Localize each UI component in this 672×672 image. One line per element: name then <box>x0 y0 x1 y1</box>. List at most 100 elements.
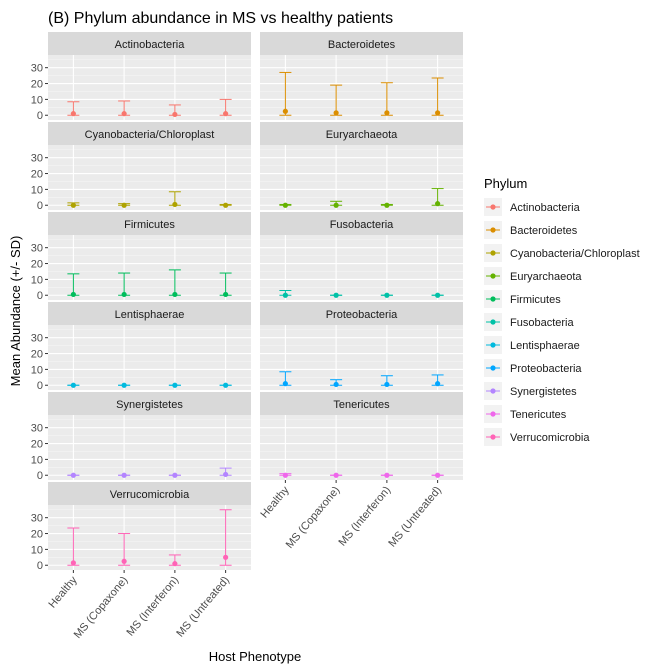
y-tick-label: 20 <box>31 529 43 541</box>
legend-key-point <box>490 365 496 371</box>
mean-point <box>121 472 127 478</box>
panel-background <box>260 415 463 480</box>
legend: Phylum Actinobacteria Bacteroidetes Cyanob… <box>482 176 664 450</box>
legend-item-tenericutes: Tenericutes <box>484 405 567 423</box>
strip-label-lentisphaerae: Lentisphaerae <box>115 309 185 321</box>
y-tick-label: 10 <box>31 274 43 286</box>
legend-label: Synergistetes <box>510 386 577 398</box>
strip-label-fusobacteria: Fusobacteria <box>330 219 394 231</box>
mean-point <box>70 202 76 208</box>
panel-background <box>48 55 251 120</box>
legend-label: Verrucomicrobia <box>510 432 590 444</box>
mean-point <box>223 202 229 208</box>
mean-point <box>70 291 76 298</box>
mean-point <box>333 110 339 116</box>
y-tick-label: 10 <box>31 364 43 376</box>
mean-point <box>223 554 229 560</box>
y-tick-label: 0 <box>37 290 43 302</box>
legend-key-point <box>490 204 496 210</box>
mean-point <box>333 292 339 298</box>
panel-background <box>48 235 251 300</box>
y-axis-title: Mean Abundance (+/- SD) <box>8 236 23 387</box>
x-axis-title: Host Phenotype <box>209 649 302 664</box>
y-tick-label: 20 <box>31 259 43 271</box>
legend-item-verrucomicrobia: Verrucomicrobia <box>484 428 590 446</box>
mean-point <box>384 202 390 208</box>
legend-key-point <box>490 250 496 256</box>
y-tick-label: 0 <box>37 200 43 212</box>
y-tick-label: 20 <box>31 79 43 91</box>
panel-cyanobacteria-chloroplast: Cyanobacteria/Chloroplast 0 10 20 30 <box>31 122 251 212</box>
legend-label: Tenericutes <box>510 409 567 421</box>
y-tick-label: 30 <box>31 63 43 75</box>
mean-point <box>333 381 339 388</box>
strip-label-synergistetes: Synergistetes <box>116 399 183 411</box>
strip-actinobacteria <box>48 32 251 55</box>
mean-point <box>435 201 441 207</box>
legend-label: Actinobacteria <box>510 202 581 214</box>
mean-point <box>172 201 178 208</box>
y-tick-label: 0 <box>37 560 43 572</box>
y-tick-label: 10 <box>31 184 43 196</box>
y-tick-label: 30 <box>31 423 43 435</box>
mean-point <box>121 382 127 388</box>
legend-label: Bacteroidetes <box>510 225 578 237</box>
y-tick-label: 20 <box>31 439 43 451</box>
mean-point <box>121 558 127 564</box>
mean-point <box>384 110 390 116</box>
legend-label: Lentisphaerae <box>510 340 580 352</box>
mean-point <box>333 472 339 478</box>
y-tick-label: 20 <box>31 169 43 181</box>
panel-background <box>48 325 251 390</box>
mean-point <box>172 382 178 388</box>
legend-item-euryarchaeota: Euryarchaeota <box>484 267 582 285</box>
legend-key-point <box>490 227 496 233</box>
legend-title: Phylum <box>484 176 527 191</box>
mean-point <box>435 472 441 478</box>
strip-cyanobacteria-chloroplast <box>48 122 251 145</box>
y-tick-label: 0 <box>37 110 43 122</box>
legend-item-cyanobacteria-chloroplast: Cyanobacteria/Chloroplast <box>484 244 640 262</box>
strip-label-bacteroidetes: Bacteroidetes <box>328 39 396 51</box>
mean-point <box>223 111 229 117</box>
panel-bacteroidetes: Bacteroidetes <box>260 32 463 120</box>
legend-item-firmicutes: Firmicutes <box>484 290 561 308</box>
legend-key-point <box>490 411 496 417</box>
mean-point <box>223 382 229 388</box>
mean-point <box>333 202 339 208</box>
strip-proteobacteria <box>260 302 463 325</box>
x-tick-label: MS (Untreated) <box>174 574 232 639</box>
panel-background <box>260 145 463 210</box>
y-tick-label: 30 <box>31 513 43 525</box>
mean-point <box>121 111 127 117</box>
strip-verrucomicrobia <box>48 482 251 505</box>
panel-proteobacteria: Proteobacteria <box>260 302 463 390</box>
mean-point <box>282 108 288 114</box>
y-tick-label: 0 <box>37 380 43 392</box>
mean-point <box>223 291 229 298</box>
strip-label-firmicutes: Firmicutes <box>124 219 175 231</box>
strip-label-euryarchaeota: Euryarchaeota <box>326 129 398 141</box>
legend-item-actinobacteria: Actinobacteria <box>484 198 581 216</box>
legend-label: Fusobacteria <box>510 317 574 329</box>
mean-point <box>172 472 178 478</box>
legend-item-proteobacteria: Proteobacteria <box>484 359 582 377</box>
legend-key-point <box>490 273 496 279</box>
chart-title: (B) Phylum abundance in MS vs healthy pa… <box>48 10 393 27</box>
y-tick-label: 10 <box>31 94 43 106</box>
panel-background <box>48 505 251 570</box>
x-tick-label: MS (Copaxone) <box>72 574 131 641</box>
legend-key-point <box>490 296 496 302</box>
mean-point <box>282 202 288 208</box>
y-tick-label: 0 <box>37 470 43 482</box>
mean-point <box>70 472 76 478</box>
mean-point <box>121 291 127 298</box>
strip-lentisphaerae <box>48 302 251 325</box>
panel-background <box>48 145 251 210</box>
mean-point <box>282 381 288 387</box>
panel-fusobacteria: Fusobacteria <box>260 212 463 300</box>
y-tick-label: 30 <box>31 333 43 345</box>
y-tick-label: 10 <box>31 454 43 466</box>
